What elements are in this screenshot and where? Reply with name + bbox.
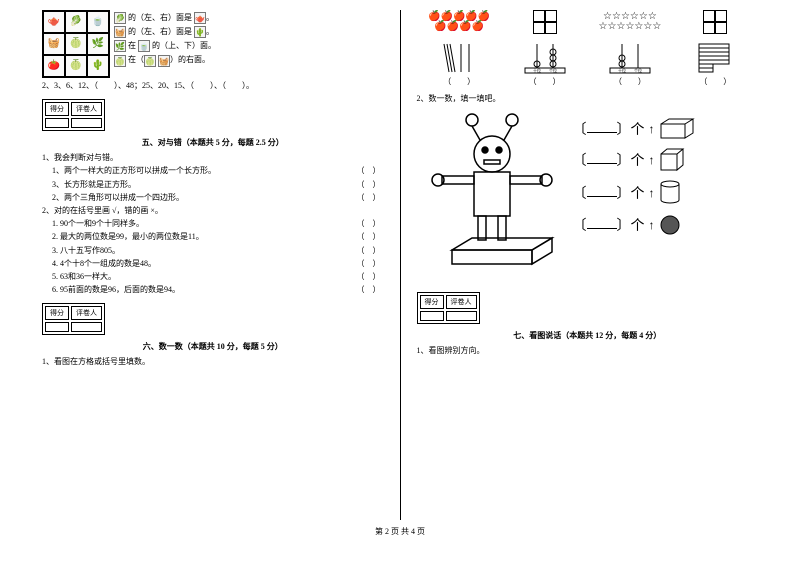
answer-paren: （ ） xyxy=(354,179,384,190)
obj-icon: 🌿 xyxy=(114,40,126,52)
cuboid-icon xyxy=(659,118,695,140)
score-label: 得分 xyxy=(420,295,444,309)
q1-2: 3、长方形就是正方形。 xyxy=(52,179,136,190)
obj-icon: 🧺 xyxy=(158,55,170,67)
svg-text:十位: 十位 xyxy=(533,67,541,73)
shape-count-list: 〔 〕个 ↑ 〔〕个 ↑ 〔〕个 ↑ 〔〕个 xyxy=(567,110,759,282)
blocks-group: （ ） xyxy=(673,40,758,87)
arrow-icon: ↑ xyxy=(649,153,655,168)
arrow-icon: ↑ xyxy=(649,218,655,233)
arrow-icon: ↑ xyxy=(649,186,655,201)
t4a: 在（ xyxy=(128,55,144,64)
q1-3: 2、两个三角形可以拼成一个四边形。 xyxy=(52,192,184,203)
obj-icon: 🍈 xyxy=(114,55,126,67)
t1: 的（左、右）面是 xyxy=(128,13,192,22)
shape-row-cylinder: 〔〕个 ↑ xyxy=(573,180,759,206)
svg-text:个位: 个位 xyxy=(549,67,557,73)
answer-paren: （ ） xyxy=(354,231,384,242)
image-grid-3x3: 🫖🥬🍵 🧺🍈🌿 🍅🍈🌵 xyxy=(42,10,110,78)
answer-paren: （ ） xyxy=(354,165,384,176)
grader-label: 评卷人 xyxy=(71,306,102,320)
s6-q1: 1、看图在方格或括号里填数。 xyxy=(42,356,384,367)
answer-grid xyxy=(502,10,587,34)
number-sequence: 2、3、6、12、（ ）、48；25、20、15、（ ）、（ ）。 xyxy=(42,80,384,91)
obj-icon: 🍈 xyxy=(144,55,156,67)
sticks-group: （ ） xyxy=(417,40,502,87)
sphere-icon xyxy=(659,214,681,236)
q2: 2、对的在括号里画 √，错的画 ×。 xyxy=(42,205,384,216)
score-label: 得分 xyxy=(45,306,69,320)
score-box: 得分评卷人 xyxy=(417,292,480,324)
robot-shape-block: 〔 〕个 ↑ 〔〕个 ↑ 〔〕个 ↑ 〔〕个 xyxy=(417,106,759,286)
count-row-2: （ ） 十位个位 （ ） 十位个位 （ ） （ ） xyxy=(417,40,759,87)
q2-3: 3. 八十五写作805。 xyxy=(52,245,120,256)
shape-row-cuboid: 〔 〕个 ↑ xyxy=(573,118,759,140)
page-body: 🫖🥬🍵 🧺🍈🌿 🍅🍈🌵 🥬 的（左、右）面是 🫖。 🧺 的（左、右）面是 🌵。 … xyxy=(0,0,800,520)
t2: 的（左、右）面是 xyxy=(128,27,192,36)
score-label: 得分 xyxy=(45,102,69,116)
grader-label: 评卷人 xyxy=(71,102,102,116)
t3a: 在 xyxy=(128,41,136,50)
obj-icon: 🌵 xyxy=(194,26,206,38)
score-box: 得分评卷人 xyxy=(42,303,105,335)
q2-2: 2. 最大的两位数是99，最小的两位数是11。 xyxy=(52,231,204,242)
fill-text-lines: 🥬 的（左、右）面是 🫖。 🧺 的（左、右）面是 🌵。 🌿 在 🍵 的（上、下）… xyxy=(114,10,384,69)
q2-6: 6. 95前面的数是96，后面的数是94。 xyxy=(52,284,180,295)
s7-q1: 1、看图辨别方向。 xyxy=(417,345,759,356)
count-row-1: 🍎🍎🍎🍎🍎🍎🍎🍎🍎 ☆☆☆☆☆☆☆☆☆☆☆☆☆ xyxy=(417,10,759,34)
q2-5: 5. 63和36一样大。 xyxy=(52,271,116,282)
s-q2: 2、数一数，填一填吧。 xyxy=(417,93,759,104)
q1-1: 1、两个一样大的正方形可以拼成一个长方形。 xyxy=(52,165,216,176)
q1: 1、我会判断对与错。 xyxy=(42,152,384,163)
svg-text:十位: 十位 xyxy=(618,67,626,73)
score-box: 得分评卷人 xyxy=(42,99,105,131)
arrow-icon: ↑ xyxy=(649,122,655,137)
section-7-title: 七、看图说话（本题共 12 分，每题 4 分） xyxy=(417,330,759,341)
cube-icon xyxy=(659,148,685,172)
abacus-2: 十位个位 （ ） xyxy=(587,40,672,87)
right-column: 🍎🍎🍎🍎🍎🍎🍎🍎🍎 ☆☆☆☆☆☆☆☆☆☆☆☆☆ （ ） 十位 个位 （ ） xyxy=(405,10,771,520)
svg-text:个位: 个位 xyxy=(634,67,642,73)
page-footer: 第 2 页 共 4 页 xyxy=(0,520,800,537)
obj-icon: 🫖 xyxy=(194,12,206,24)
shape-row-sphere: 〔〕个 ↑ xyxy=(573,214,759,236)
top-grid-block: 🫖🥬🍵 🧺🍈🌿 🍅🍈🌵 🥬 的（左、右）面是 🫖。 🧺 的（左、右）面是 🌵。 … xyxy=(42,10,384,78)
answer-paren: （ ） xyxy=(354,218,384,229)
q2-1: 1. 90个一和9个十同样多。 xyxy=(52,218,144,229)
shape-row-cube: 〔〕个 ↑ xyxy=(573,148,759,172)
section-6-title: 六、数一数（本题共 10 分，每题 5 分） xyxy=(42,341,384,352)
left-column: 🫖🥬🍵 🧺🍈🌿 🍅🍈🌵 🥬 的（左、右）面是 🫖。 🧺 的（左、右）面是 🌵。 … xyxy=(30,10,396,520)
cylinder-icon xyxy=(659,180,681,206)
grader-label: 评卷人 xyxy=(446,295,477,309)
obj-icon: 🍵 xyxy=(138,40,150,52)
answer-paren: （ ） xyxy=(354,271,384,282)
apples-group: 🍎🍎🍎🍎🍎🍎🍎🍎🍎 xyxy=(417,12,502,32)
q2-4: 4. 4个十8个一组成的数是48。 xyxy=(52,258,156,269)
answer-grid xyxy=(673,10,758,34)
abacus-1: 十位个位 （ ） xyxy=(502,40,587,87)
section-5-title: 五、对与错（本题共 5 分，每题 2.5 分） xyxy=(42,137,384,148)
obj-icon: 🧺 xyxy=(114,26,126,38)
obj-icon: 🥬 xyxy=(114,12,126,24)
answer-paren: （ ） xyxy=(354,192,384,203)
column-divider xyxy=(400,10,401,520)
answer-paren: （ ） xyxy=(354,245,384,256)
stars-group: ☆☆☆☆☆☆☆☆☆☆☆☆☆ xyxy=(587,12,672,32)
answer-paren: （ ） xyxy=(354,258,384,269)
answer-paren: （ ） xyxy=(354,284,384,295)
robot-figure xyxy=(417,110,567,282)
